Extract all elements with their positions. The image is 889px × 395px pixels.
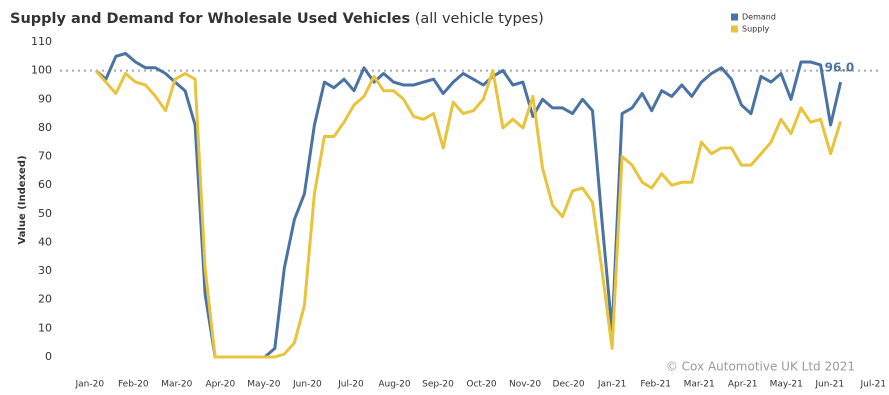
- y-tick-label: 60: [38, 178, 52, 191]
- legend-swatch: [731, 13, 738, 21]
- y-tick-label: 10: [38, 321, 52, 334]
- chart-subtitle: (all vehicle types): [415, 11, 544, 27]
- source-note: © Cox Automotive UK Ltd 2021: [666, 360, 855, 374]
- x-tick-label: Feb-20: [118, 380, 149, 390]
- x-tick-label: Mar-20: [161, 380, 192, 390]
- x-tick-label: Nov-20: [509, 380, 541, 390]
- x-tick-label: Oct-20: [466, 380, 497, 390]
- x-tick-label: Aug-20: [378, 380, 411, 390]
- x-tick-label: Jul-20: [337, 380, 364, 390]
- x-tick-label: Jan-20: [74, 380, 104, 390]
- x-tick-label: Apr-21: [728, 380, 758, 390]
- y-tick-label: 70: [38, 150, 52, 163]
- y-tick-label: 50: [38, 207, 52, 220]
- series-line: [94, 52, 843, 359]
- y-axis-label: Value (Indexed): [17, 155, 28, 244]
- legend-swatch: [731, 25, 738, 33]
- x-tick-label: Jun-21: [814, 380, 844, 390]
- x-tick-label: Jan-21: [597, 380, 627, 390]
- end-value-label: 96.0: [825, 61, 855, 75]
- y-tick-label: 20: [38, 293, 52, 306]
- y-tick-label: 80: [38, 121, 52, 134]
- x-tick-label: May-21: [770, 380, 803, 390]
- x-tick-label: Jul-21: [860, 380, 887, 390]
- series-line: [94, 69, 843, 359]
- x-tick-label: Apr-20: [206, 380, 236, 390]
- chart-title-group: Supply and Demand for Wholesale Used Veh…: [10, 11, 544, 27]
- y-tick-label: 30: [38, 264, 52, 277]
- x-tick-label: Sep-20: [422, 380, 454, 390]
- y-tick-label: 110: [31, 35, 52, 48]
- y-tick-label: 90: [38, 92, 52, 105]
- x-tick-label: Jun-20: [292, 380, 322, 390]
- y-tick-label: 0: [45, 350, 52, 363]
- y-tick-label: 40: [38, 235, 52, 248]
- legend-label: Demand: [742, 13, 776, 22]
- x-tick-label: May-20: [247, 380, 280, 390]
- x-tick-label: Feb-21: [640, 380, 671, 390]
- y-tick-label: 100: [31, 64, 52, 77]
- x-tick-label: Dec-20: [553, 380, 585, 390]
- chart-title: Supply and Demand for Wholesale Used Veh…: [10, 11, 410, 27]
- x-tick-label: Mar-21: [684, 380, 715, 390]
- legend-label: Supply: [742, 25, 770, 34]
